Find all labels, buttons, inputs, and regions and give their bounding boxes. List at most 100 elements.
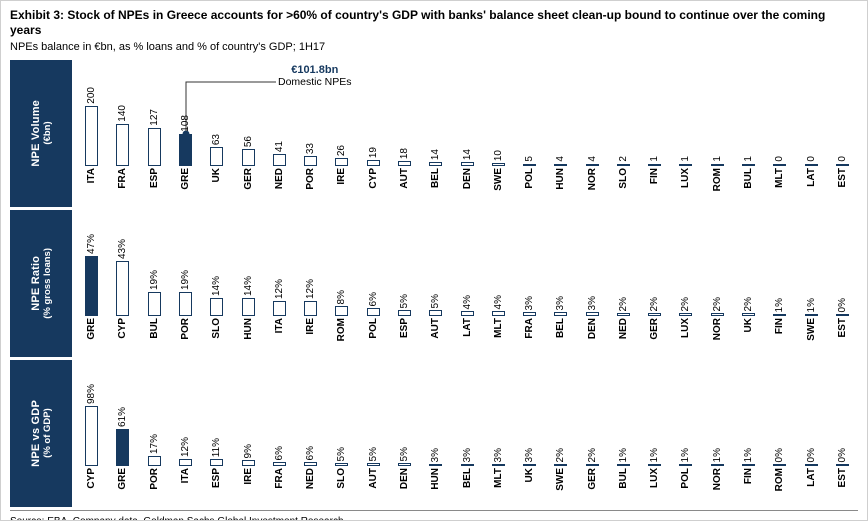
bar-column: 1 ROM [702, 60, 733, 207]
bar [585, 312, 599, 316]
bar-zone: 11% [210, 360, 224, 466]
category-label: DEN [461, 168, 473, 190]
bar-column: 3% BEL [451, 360, 482, 507]
bar-zone: 1% [616, 360, 630, 466]
category-zone: BEL [555, 316, 566, 354]
bar-zone: 43% [116, 210, 130, 316]
category-zone: LAT [806, 466, 817, 504]
bar [523, 312, 537, 316]
bar-column: 3% DEN [577, 210, 608, 357]
bar-column: 2% GER [639, 210, 670, 357]
bar [460, 464, 474, 466]
value-label: 6% [305, 445, 317, 460]
value-label: 2% [586, 447, 598, 462]
value-label: 19% [179, 269, 191, 290]
header: Exhibit 3: Stock of NPEs in Greece accou… [10, 8, 858, 53]
category-label: CYP [86, 468, 98, 489]
category-label: FRA [524, 318, 536, 339]
bar-column: 5% AUT [420, 210, 451, 357]
bar-zone: 19 [366, 60, 380, 166]
bar-zone: 12% [178, 360, 192, 466]
footer: Source: EBA, Company data, Goldman Sachs… [10, 510, 858, 520]
value-label: 200 [86, 87, 98, 104]
category-zone: POR [149, 466, 160, 504]
bar [616, 164, 630, 166]
bar-column: 5% SLO [326, 360, 357, 507]
category-zone: SWE [806, 316, 817, 354]
value-label: 6% [367, 291, 379, 306]
bar-column: 11% ESP [201, 360, 232, 507]
bar-zone: 63 [210, 60, 224, 166]
bar-column: 26 IRE [326, 60, 357, 207]
category-zone: GER [587, 466, 598, 504]
category-zone: SLO [336, 466, 347, 504]
category-zone: LAT [462, 316, 473, 354]
category-zone: ESP [149, 166, 160, 204]
category-zone: GER [649, 316, 660, 354]
npe-volume-bars: €101.8bn Domestic NPEs 200 ITA 140 FRA 127 ES… [76, 60, 858, 207]
category-zone: NED [618, 316, 629, 354]
npe-vs-gdp-axis-label: NPE vs GDP (% of GDP) [30, 400, 53, 467]
value-label: 2% [743, 296, 755, 311]
value-label: 8% [336, 289, 348, 304]
bar [429, 162, 443, 166]
bar [335, 306, 349, 316]
value-label: 5% [398, 293, 410, 308]
value-label: 3% [524, 295, 536, 310]
bar [397, 161, 411, 166]
bar-column: 14% HUN [232, 210, 263, 357]
category-label: CYP [367, 168, 379, 189]
bar-zone: 26 [335, 60, 349, 166]
value-label: 2 [617, 156, 629, 162]
bar-column: 1% FIN [764, 210, 795, 357]
value-label: 19 [367, 146, 379, 158]
bar [585, 464, 599, 466]
axis-label-text: NPE Volume [29, 100, 42, 167]
category-zone: AUT [368, 466, 379, 504]
category-label: GRE [117, 468, 129, 490]
category-zone: FIN [774, 316, 785, 354]
bar-zone: 0 [773, 60, 787, 166]
bar-column: 12% ITA [264, 210, 295, 357]
bar [835, 464, 849, 466]
category-zone: LUX [680, 316, 691, 354]
category-label: MLT [492, 318, 504, 338]
bar-column: 12% ITA [170, 360, 201, 507]
bar [742, 313, 756, 316]
axis-label-unit: (% of GDP) [41, 408, 53, 459]
bar-zone: 0% [835, 360, 849, 466]
bar-column: 12% IRE [295, 210, 326, 357]
category-zone: POL [680, 466, 691, 504]
category-label: LUX [680, 168, 692, 188]
bar-zone: 6% [366, 210, 380, 316]
category-label: AUT [398, 168, 410, 189]
value-label: 5% [398, 446, 410, 461]
bar [491, 464, 505, 466]
category-label: LAT [461, 318, 473, 337]
bar-column: 1% NOR [702, 360, 733, 507]
npe-ratio-bars: 47% GRE 43% CYP 19% BUL 19% POR 14% SLO 14% HUN 12% I… [76, 210, 858, 357]
category-zone: UK [743, 316, 754, 354]
bar-column: 10 SWE [483, 60, 514, 207]
value-label: 26 [336, 144, 348, 156]
npe-volume-axis-label: NPE Volume (€bn) [30, 100, 53, 167]
bar-column: 0 EST [827, 60, 858, 207]
bar-column: 2 SLO [608, 60, 639, 207]
bar [335, 158, 349, 166]
bar-zone: 5% [397, 360, 411, 466]
value-label: 18 [398, 147, 410, 159]
bar [742, 164, 756, 166]
category-zone: UK [524, 466, 535, 504]
bar [554, 164, 568, 166]
category-label: ROM [336, 318, 348, 342]
category-label: SLO [211, 318, 223, 339]
value-label: 41 [273, 140, 285, 152]
bar-zone: 1% [710, 360, 724, 466]
bar [554, 464, 568, 466]
annotation-domestic-npes: €101.8bn Domestic NPEs [278, 64, 352, 88]
category-zone: LUX [680, 166, 691, 204]
bar-column: 0 MLT [764, 60, 795, 207]
category-zone: BEL [430, 166, 441, 204]
bar-column: 4% MLT [483, 210, 514, 357]
bar-zone: 0 [804, 60, 818, 166]
